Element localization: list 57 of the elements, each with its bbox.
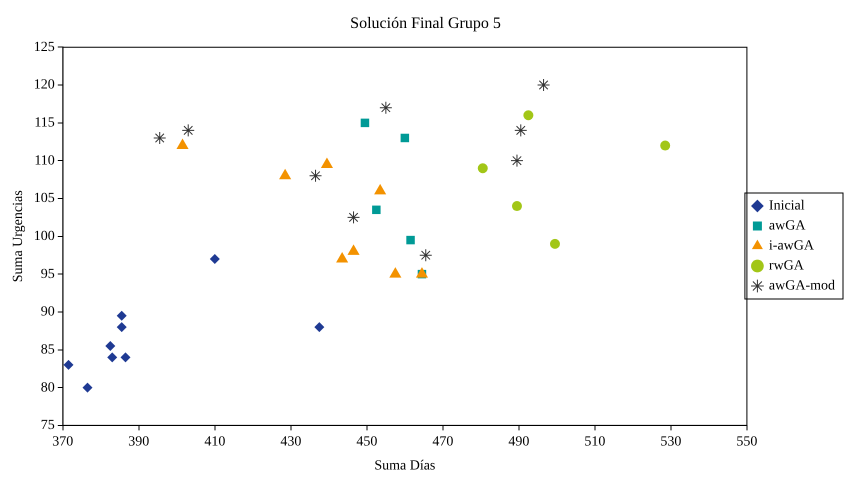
legend-label: rwGA bbox=[768, 258, 805, 274]
point bbox=[419, 248, 432, 262]
y-tick-label: 120 bbox=[34, 78, 55, 93]
point bbox=[514, 124, 528, 137]
x-tick-label: 470 bbox=[432, 434, 454, 450]
point bbox=[400, 134, 410, 142]
x-tick-label: 450 bbox=[356, 434, 378, 450]
point bbox=[116, 322, 127, 332]
x-tick-label: 550 bbox=[736, 434, 758, 450]
y-axis-title: Suma Urgencias bbox=[11, 190, 26, 282]
x-tick-label: 370 bbox=[52, 434, 74, 450]
y-tick-label: 105 bbox=[34, 191, 55, 206]
y-tick-label: 90 bbox=[40, 304, 55, 320]
x-tick-label: 410 bbox=[204, 434, 226, 450]
y-tick-label: 115 bbox=[34, 116, 55, 131]
point bbox=[537, 78, 550, 92]
point bbox=[105, 340, 116, 351]
point bbox=[372, 206, 381, 214]
y-tick-label: 80 bbox=[40, 380, 55, 396]
point bbox=[379, 101, 392, 114]
legend-label: awGA bbox=[768, 218, 806, 234]
point bbox=[523, 110, 534, 120]
point bbox=[309, 169, 322, 182]
point bbox=[64, 360, 74, 370]
point bbox=[120, 352, 131, 362]
y-tick-label: 75 bbox=[40, 418, 55, 434]
x-tick-label: 530 bbox=[660, 434, 682, 450]
point bbox=[153, 131, 166, 144]
y-tick-label: 85 bbox=[40, 342, 55, 358]
chart-title: Solución Final Grupo 5 bbox=[350, 14, 501, 32]
point bbox=[314, 322, 324, 332]
point bbox=[116, 310, 127, 321]
y-tick-label: 125 bbox=[34, 40, 55, 55]
x-tick-label: 430 bbox=[280, 434, 302, 450]
point bbox=[107, 352, 118, 362]
point bbox=[406, 236, 415, 244]
point bbox=[210, 254, 220, 264]
y-tick-label: 95 bbox=[40, 266, 55, 282]
point bbox=[550, 238, 560, 249]
point bbox=[176, 138, 189, 150]
y-tick-label: 110 bbox=[34, 153, 55, 168]
point bbox=[347, 210, 360, 224]
legend-label: i-awGA bbox=[768, 238, 815, 254]
y-tick-label: 100 bbox=[34, 228, 55, 244]
legend-label: Inicial bbox=[768, 198, 805, 214]
point bbox=[182, 124, 195, 137]
x-tick-label: 390 bbox=[128, 434, 150, 450]
point bbox=[660, 140, 670, 151]
point bbox=[478, 163, 488, 174]
point bbox=[360, 118, 370, 128]
x-tick-label: 490 bbox=[508, 434, 530, 450]
point bbox=[510, 154, 524, 168]
point bbox=[82, 382, 93, 393]
point bbox=[512, 201, 522, 212]
legend-label: awGA-mod bbox=[768, 278, 836, 294]
x-axis-title: Suma Días bbox=[374, 458, 436, 474]
x-tick-label: 510 bbox=[584, 434, 606, 450]
